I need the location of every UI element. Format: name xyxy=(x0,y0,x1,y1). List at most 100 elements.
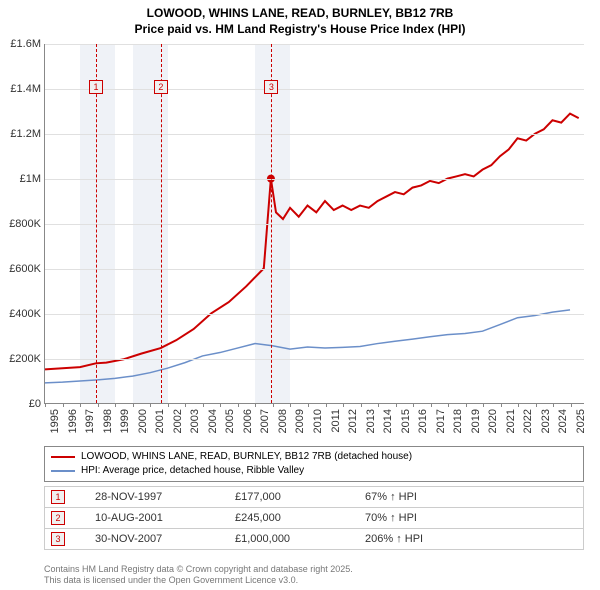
gridline xyxy=(45,134,584,135)
x-axis-label: 2020 xyxy=(487,409,499,433)
event-marker-box: 1 xyxy=(89,80,103,94)
x-axis-label: 1997 xyxy=(84,409,96,433)
x-tick xyxy=(150,403,151,407)
x-axis-label: 2016 xyxy=(417,409,429,433)
event-marker-line xyxy=(161,44,162,403)
x-axis-label: 2022 xyxy=(522,409,534,433)
x-tick xyxy=(483,403,484,407)
event-date: 28-NOV-1997 xyxy=(95,491,205,503)
event-date: 30-NOV-2007 xyxy=(95,533,205,545)
copyright-line-1: Contains HM Land Registry data © Crown c… xyxy=(44,564,353,574)
x-tick xyxy=(63,403,64,407)
y-axis-label: £600K xyxy=(9,263,41,275)
events-table: 128-NOV-1997£177,00067% ↑ HPI210-AUG-200… xyxy=(44,486,584,550)
legend-swatch-property xyxy=(51,456,75,458)
x-tick xyxy=(396,403,397,407)
y-axis-label: £1.6M xyxy=(10,38,41,50)
x-tick xyxy=(238,403,239,407)
chart-container: LOWOOD, WHINS LANE, READ, BURNLEY, BB12 … xyxy=(0,0,600,590)
legend-row-property: LOWOOD, WHINS LANE, READ, BURNLEY, BB12 … xyxy=(51,450,577,464)
event-hpi: 206% ↑ HPI xyxy=(365,533,485,545)
x-axis-label: 2021 xyxy=(505,409,517,433)
x-tick xyxy=(98,403,99,407)
gridline xyxy=(45,44,584,45)
x-axis-label: 2006 xyxy=(242,409,254,433)
x-axis-label: 2018 xyxy=(452,409,464,433)
x-axis-label: 2001 xyxy=(154,409,166,433)
title-line-1: LOWOOD, WHINS LANE, READ, BURNLEY, BB12 … xyxy=(0,6,600,22)
x-tick xyxy=(431,403,432,407)
y-axis-label: £800K xyxy=(9,218,41,230)
copyright-line-2: This data is licensed under the Open Gov… xyxy=(44,575,298,585)
x-axis-label: 2002 xyxy=(172,409,184,433)
y-axis-label: £0 xyxy=(29,398,41,410)
x-axis-label: 2023 xyxy=(540,409,552,433)
x-axis-label: 2003 xyxy=(189,409,201,433)
copyright: Contains HM Land Registry data © Crown c… xyxy=(44,564,584,586)
event-marker-line xyxy=(96,44,97,403)
event-row: 330-NOV-2007£1,000,000206% ↑ HPI xyxy=(44,529,584,550)
x-tick xyxy=(80,403,81,407)
x-tick xyxy=(343,403,344,407)
x-axis-label: 2011 xyxy=(330,409,342,433)
x-axis-label: 2005 xyxy=(224,409,236,433)
x-tick xyxy=(290,403,291,407)
gridline xyxy=(45,224,584,225)
x-tick xyxy=(553,403,554,407)
y-axis-label: £1M xyxy=(20,173,41,185)
x-tick xyxy=(220,403,221,407)
y-axis-label: £400K xyxy=(9,308,41,320)
x-tick xyxy=(413,403,414,407)
x-tick xyxy=(518,403,519,407)
x-tick xyxy=(571,403,572,407)
event-marker-icon: 3 xyxy=(51,532,65,546)
x-axis-label: 2012 xyxy=(347,409,359,433)
x-tick xyxy=(501,403,502,407)
x-tick xyxy=(448,403,449,407)
x-axis-label: 2008 xyxy=(277,409,289,433)
y-axis-label: £1.4M xyxy=(10,83,41,95)
event-date: 10-AUG-2001 xyxy=(95,512,205,524)
x-axis-label: 2010 xyxy=(312,409,324,433)
event-price: £245,000 xyxy=(235,512,335,524)
x-tick xyxy=(45,403,46,407)
series-hpi xyxy=(45,310,570,383)
event-price: £177,000 xyxy=(235,491,335,503)
x-tick xyxy=(308,403,309,407)
x-axis-label: 2009 xyxy=(294,409,306,433)
x-tick xyxy=(185,403,186,407)
series-property xyxy=(45,114,579,370)
event-marker-line xyxy=(271,44,272,403)
x-axis-label: 2024 xyxy=(557,409,569,433)
event-hpi: 70% ↑ HPI xyxy=(365,512,485,524)
x-tick xyxy=(536,403,537,407)
x-axis-label: 2013 xyxy=(365,409,377,433)
x-tick xyxy=(203,403,204,407)
event-row: 128-NOV-1997£177,00067% ↑ HPI xyxy=(44,486,584,508)
x-tick xyxy=(361,403,362,407)
legend-row-hpi: HPI: Average price, detached house, Ribb… xyxy=(51,464,577,478)
x-tick xyxy=(255,403,256,407)
gridline xyxy=(45,359,584,360)
x-axis-label: 2015 xyxy=(400,409,412,433)
gridline xyxy=(45,314,584,315)
event-row: 210-AUG-2001£245,00070% ↑ HPI xyxy=(44,508,584,529)
x-axis-label: 1998 xyxy=(102,409,114,433)
x-axis-label: 1999 xyxy=(119,409,131,433)
x-tick xyxy=(133,403,134,407)
x-tick xyxy=(273,403,274,407)
legend-label-property: LOWOOD, WHINS LANE, READ, BURNLEY, BB12 … xyxy=(81,450,412,464)
x-axis-label: 1996 xyxy=(67,409,79,433)
x-axis-label: 2019 xyxy=(470,409,482,433)
x-axis-label: 2017 xyxy=(435,409,447,433)
plot-area: £0£200K£400K£600K£800K£1M£1.2M£1.4M£1.6M… xyxy=(44,44,584,404)
x-tick xyxy=(378,403,379,407)
x-axis-label: 2014 xyxy=(382,409,394,433)
gridline xyxy=(45,89,584,90)
event-marker-box: 2 xyxy=(154,80,168,94)
x-tick xyxy=(466,403,467,407)
legend-swatch-hpi xyxy=(51,470,75,472)
x-axis-label: 1995 xyxy=(49,409,61,433)
chart-title: LOWOOD, WHINS LANE, READ, BURNLEY, BB12 … xyxy=(0,0,600,37)
y-axis-label: £1.2M xyxy=(10,128,41,140)
